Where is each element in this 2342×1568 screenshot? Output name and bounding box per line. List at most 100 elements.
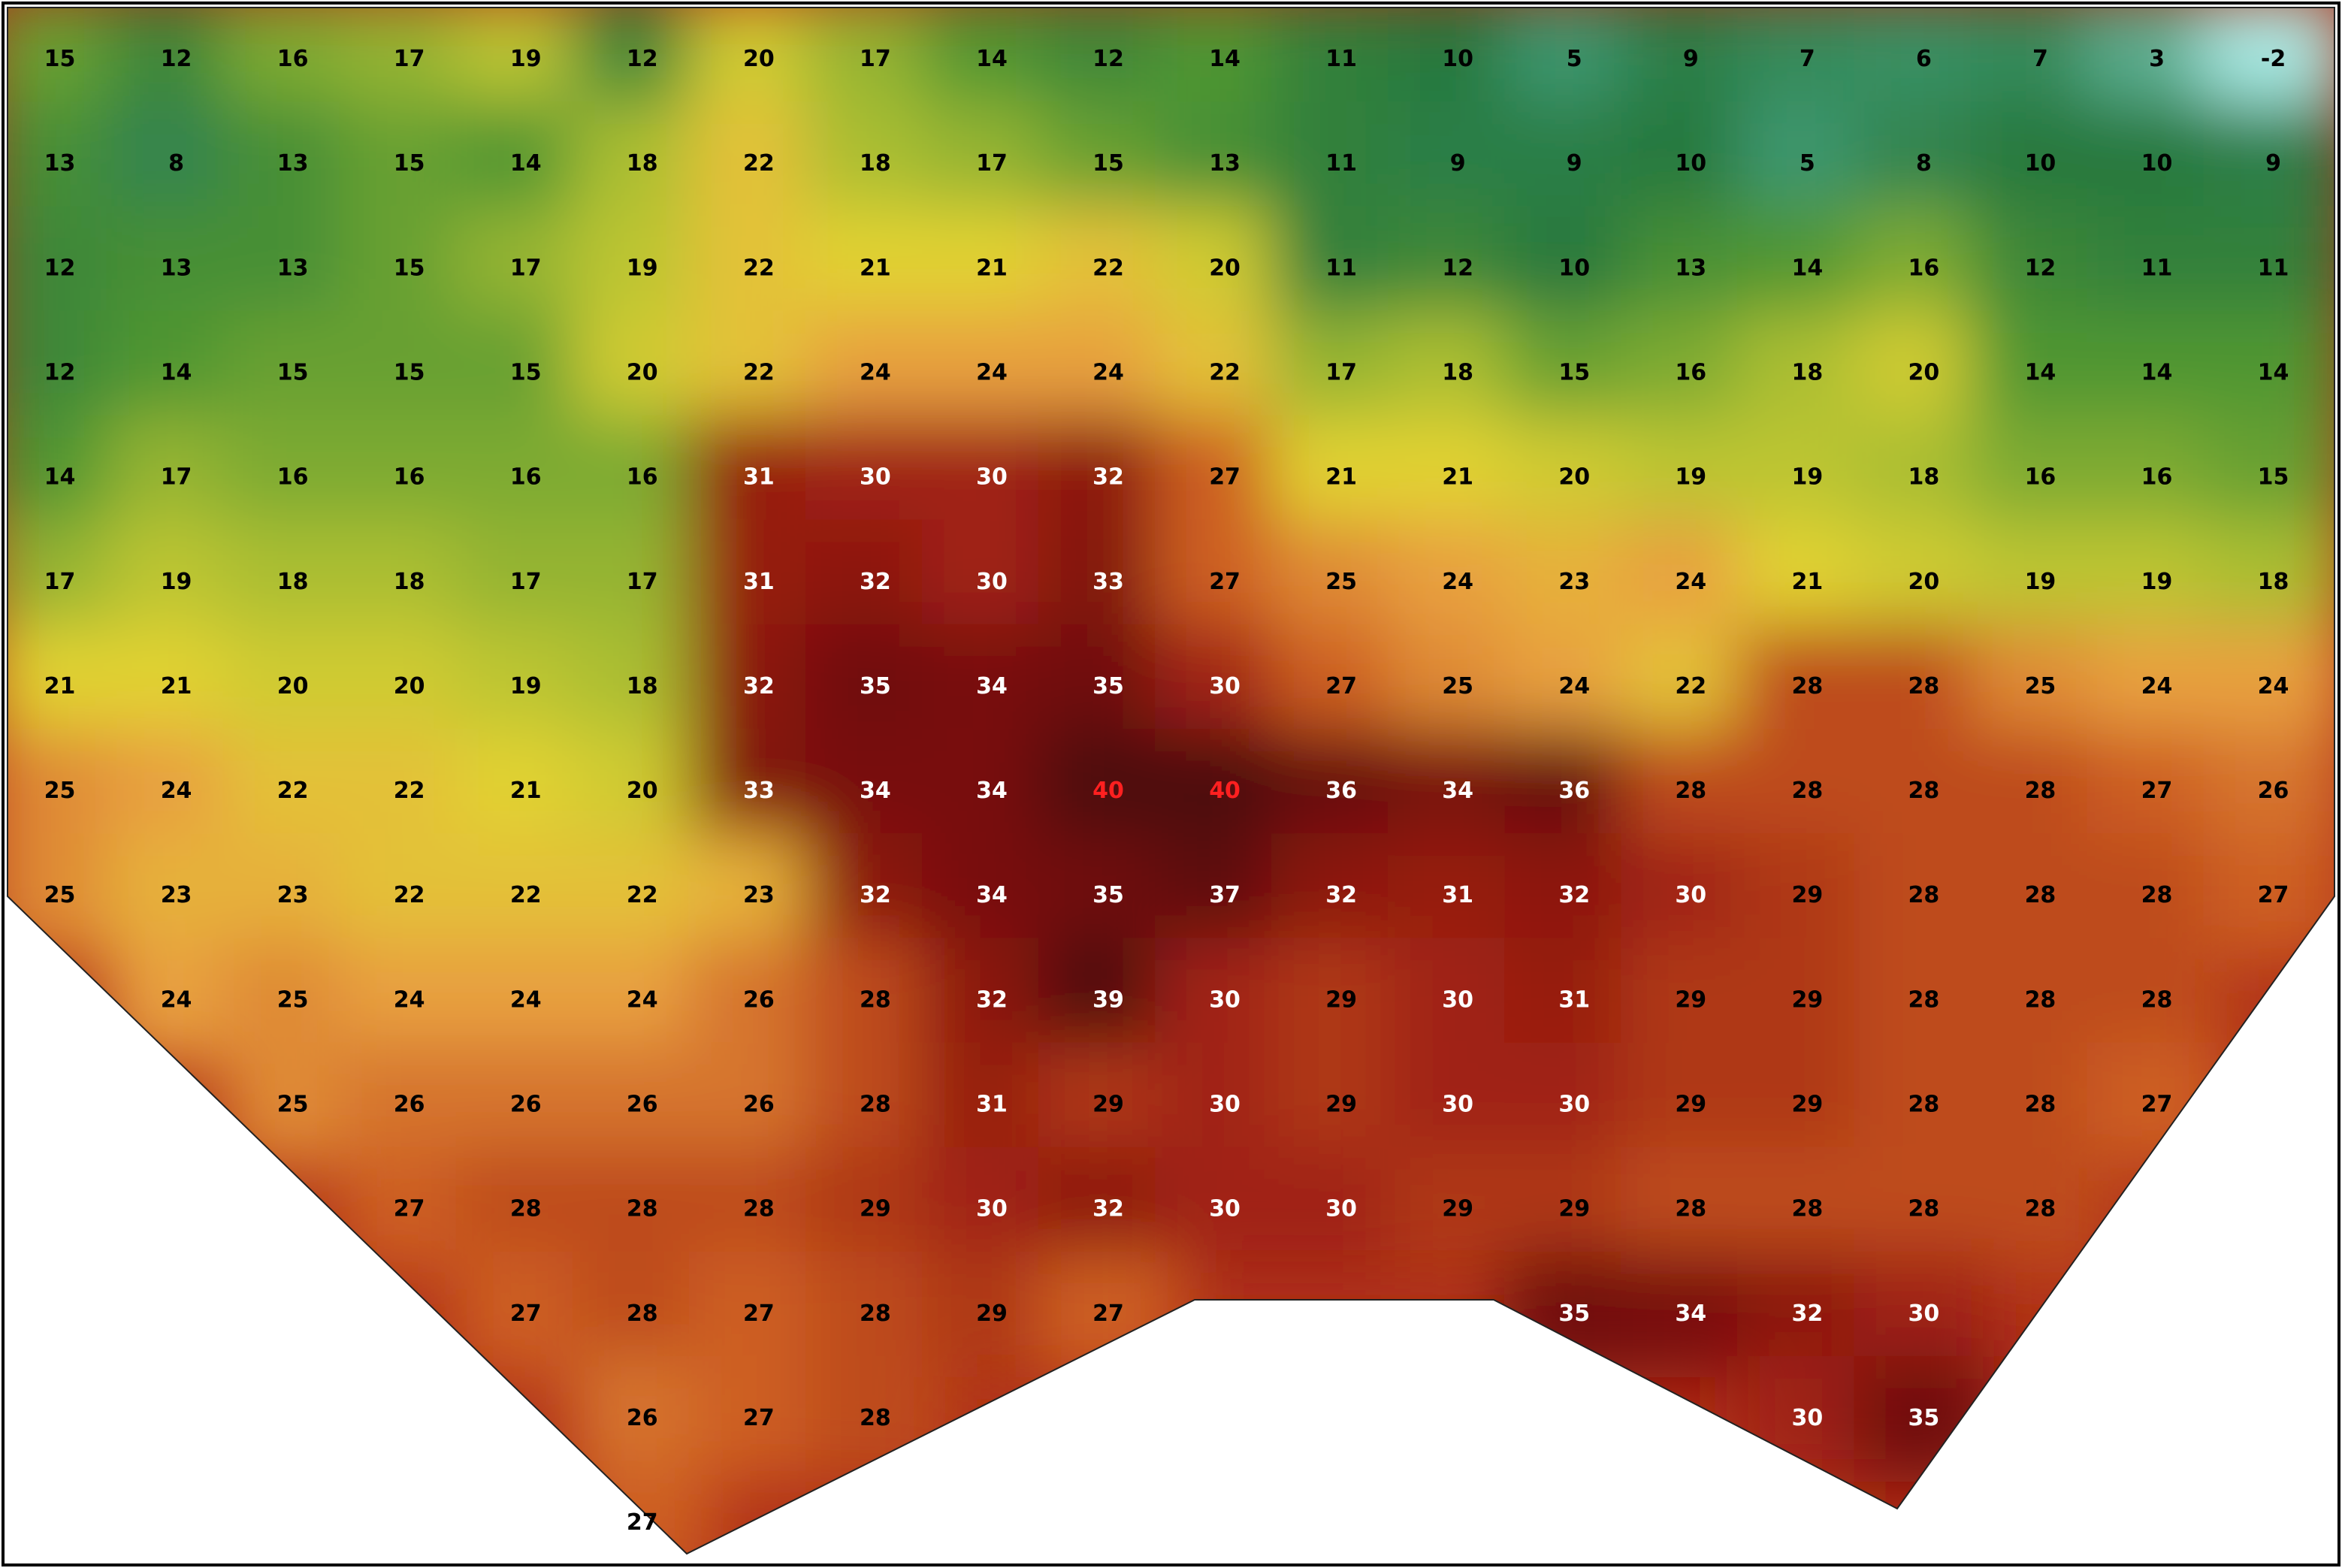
temperature-label: 29 xyxy=(1791,882,1823,908)
temperature-label: 28 xyxy=(2025,1196,2056,1222)
temperature-label: 32 xyxy=(1092,464,1124,491)
temperature-label: 28 xyxy=(1791,673,1823,699)
temperature-label: 25 xyxy=(1325,569,1357,595)
temperature-label: 35 xyxy=(1092,882,1124,908)
temperature-label: 18 xyxy=(394,569,425,595)
temperature-label: 17 xyxy=(510,569,542,595)
temperature-label: 16 xyxy=(1675,359,1706,385)
temperature-label: 19 xyxy=(627,255,658,281)
temperature-label: 16 xyxy=(1908,255,1940,281)
temperature-label: 21 xyxy=(976,255,1008,281)
temperature-label: 24 xyxy=(1675,569,1706,595)
temperature-label: 25 xyxy=(277,986,309,1013)
temperature-label: 3 xyxy=(2149,46,2165,72)
temperature-label: 28 xyxy=(2025,778,2056,804)
temperature-label: 15 xyxy=(1092,150,1124,177)
temperature-label: 39 xyxy=(1092,986,1124,1013)
temperature-label: 30 xyxy=(1209,1196,1241,1222)
temperature-label: 26 xyxy=(627,1092,658,1118)
temperature-label: 30 xyxy=(1442,986,1473,1013)
temperature-label: 12 xyxy=(627,46,658,72)
temperature-label: 21 xyxy=(1325,464,1357,491)
temperature-label: 20 xyxy=(1908,359,1940,385)
temperature-label: 17 xyxy=(394,46,425,72)
temperature-label: 25 xyxy=(44,882,76,908)
temperature-label: 18 xyxy=(627,150,658,177)
temperature-label: 30 xyxy=(1675,882,1706,908)
temperature-label: 21 xyxy=(510,778,542,804)
temperature-label: 20 xyxy=(743,46,775,72)
temperature-label: 27 xyxy=(743,1405,775,1431)
temperature-label: 30 xyxy=(976,1196,1008,1222)
temperature-label: 33 xyxy=(1092,569,1124,595)
temperature-label: 10 xyxy=(2141,150,2173,177)
temperature-label: 32 xyxy=(860,882,891,908)
temperature-label: 20 xyxy=(1558,464,1590,491)
temperature-label: 15 xyxy=(394,359,425,385)
temperature-label: 17 xyxy=(627,569,658,595)
temperature-label: 24 xyxy=(1558,673,1590,699)
temperature-label: 15 xyxy=(1558,359,1590,385)
temperature-label: 32 xyxy=(743,673,775,699)
temperature-label: 28 xyxy=(1908,1092,1940,1118)
temperature-label: 32 xyxy=(976,986,1008,1013)
temperature-label: 7 xyxy=(2032,46,2048,72)
temperature-label: 11 xyxy=(2258,255,2289,281)
temperature-label: 17 xyxy=(976,150,1008,177)
temperature-label: 24 xyxy=(1442,569,1473,595)
temperature-label: 28 xyxy=(860,1405,891,1431)
temperature-label: 36 xyxy=(1558,778,1590,804)
temperature-label: 12 xyxy=(2025,255,2056,281)
temperature-label: 32 xyxy=(1558,882,1590,908)
temperature-label: 28 xyxy=(510,1196,542,1222)
temperature-label: 30 xyxy=(1442,1092,1473,1118)
temperature-label: 17 xyxy=(44,569,76,595)
temperature-label: 29 xyxy=(976,1301,1008,1327)
temperature-label: 28 xyxy=(1675,778,1706,804)
temperature-label: 27 xyxy=(2258,882,2289,908)
temperature-label: 27 xyxy=(1209,464,1241,491)
temperature-label: 11 xyxy=(1325,150,1357,177)
temperature-label: 28 xyxy=(1908,778,1940,804)
temperature-label: 14 xyxy=(1209,46,1241,72)
temperature-label: 24 xyxy=(2141,673,2173,699)
temperature-label: 24 xyxy=(1092,359,1124,385)
temperature-label: 24 xyxy=(394,986,425,1013)
temperature-label: 28 xyxy=(1675,1196,1706,1222)
temperature-label: 19 xyxy=(2141,569,2173,595)
temperature-label: 34 xyxy=(860,778,891,804)
temperature-label: 23 xyxy=(277,882,309,908)
temperature-label: 13 xyxy=(1675,255,1706,281)
temperature-label: 26 xyxy=(2258,778,2289,804)
temperature-label: 35 xyxy=(1908,1405,1940,1431)
temperature-label: 10 xyxy=(2025,150,2056,177)
temperature-label: 25 xyxy=(1442,673,1473,699)
temperature-label: 28 xyxy=(627,1196,658,1222)
temperature-label: 19 xyxy=(1791,464,1823,491)
temperature-label: 31 xyxy=(976,1092,1008,1118)
temperature-label: 28 xyxy=(743,1196,775,1222)
temperature-label: 24 xyxy=(2258,673,2289,699)
temperature-label: 29 xyxy=(1675,986,1706,1013)
temperature-label: 12 xyxy=(44,255,76,281)
temperature-label: 30 xyxy=(1791,1405,1823,1431)
temperature-label: 27 xyxy=(1209,569,1241,595)
temperature-label: 18 xyxy=(1908,464,1940,491)
temperature-label: 7 xyxy=(1800,46,1815,72)
temperature-label: 16 xyxy=(277,46,309,72)
temperature-label: 29 xyxy=(1791,1092,1823,1118)
temperature-label: 35 xyxy=(1092,673,1124,699)
temperature-label: 16 xyxy=(627,464,658,491)
temperature-label: 31 xyxy=(1558,986,1590,1013)
temperature-label: 30 xyxy=(1209,1092,1241,1118)
temperature-label: 14 xyxy=(510,150,542,177)
temperature-label: 30 xyxy=(1209,673,1241,699)
temperature-label: 29 xyxy=(860,1196,891,1222)
temperature-label: 18 xyxy=(277,569,309,595)
temperature-label: 29 xyxy=(1675,1092,1706,1118)
temperature-label: 22 xyxy=(627,882,658,908)
temperature-label: 19 xyxy=(2025,569,2056,595)
